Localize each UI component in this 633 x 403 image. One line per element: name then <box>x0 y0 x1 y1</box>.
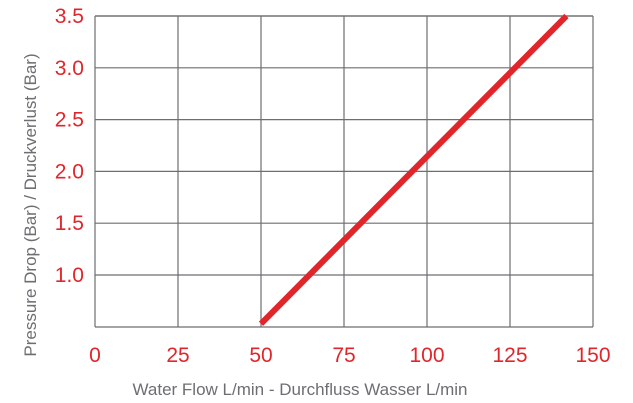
x-tick-label: 150 <box>575 344 610 367</box>
y-tick-label: 2.0 <box>55 160 84 183</box>
x-tick-labels: 0 25 50 75 100 125 150 <box>89 344 610 367</box>
y-axis-title: Pressure Drop (Bar) / Druckverlust (Bar) <box>21 53 40 356</box>
x-axis-title: Water Flow L/min - Durchfluss Wasser L/m… <box>132 380 467 399</box>
x-tick-label: 75 <box>332 344 355 367</box>
x-tick-label: 25 <box>166 344 189 367</box>
x-tick-label: 100 <box>409 344 444 367</box>
y-tick-label: 2.5 <box>55 109 84 132</box>
series <box>258 13 569 326</box>
y-tick-label: 3.0 <box>55 57 84 80</box>
y-tick-label: 3.5 <box>55 5 84 28</box>
grid <box>94 15 594 328</box>
x-tick-label: 50 <box>249 344 272 367</box>
x-tick-label: 0 <box>89 344 101 367</box>
y-tick-label: 1.5 <box>55 212 84 235</box>
series-line <box>258 13 569 326</box>
y-tick-label: 1.0 <box>55 264 84 287</box>
y-tick-labels: 1.0 1.5 2.0 2.5 3.0 3.5 <box>55 5 84 287</box>
x-tick-label: 125 <box>492 344 527 367</box>
